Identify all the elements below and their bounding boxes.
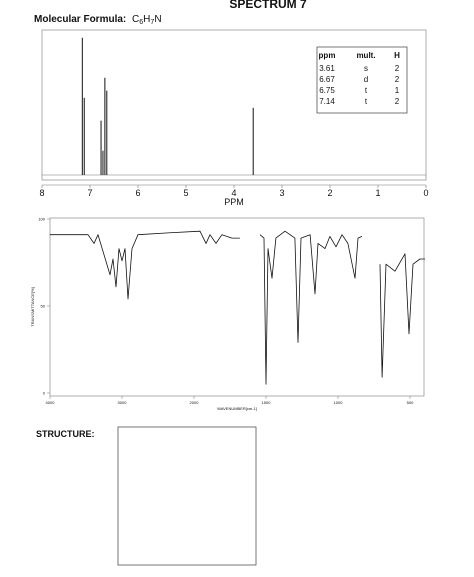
table-header: ppm: [319, 51, 336, 60]
x-axis-label: PPM: [224, 197, 244, 207]
table-cell: 1: [395, 86, 400, 95]
x-tick-label: 1: [375, 188, 380, 198]
y-tick-label: 50: [41, 304, 46, 309]
table-cell: 2: [395, 64, 400, 73]
nmr-table: [316, 46, 408, 114]
formula-label: Molecular Formula:: [34, 14, 126, 25]
table-cell: 7.14: [319, 97, 335, 106]
ir-spectrum: [50, 230, 425, 385]
table-cell: 3.61: [319, 64, 335, 73]
table-cell: 2: [395, 75, 400, 84]
page-title: SPECTRUM 7: [229, 0, 307, 11]
structure-box: [117, 426, 257, 566]
table-cell: d: [364, 75, 368, 84]
x-tick-label: 7: [87, 188, 92, 198]
formula-part: C: [132, 14, 139, 25]
x-tick-label: 2: [327, 188, 332, 198]
x-tick-label: 6: [135, 188, 140, 198]
y-tick-label: 0: [43, 391, 46, 396]
x-axis-label: WAVENUMBER[cm-1]: [217, 406, 257, 411]
x-tick-label: 3: [279, 188, 284, 198]
x-tick-label: 3000: [118, 400, 128, 405]
table-cell: 6.67: [319, 75, 335, 84]
table-cell: t: [365, 97, 368, 106]
y-tick-label: 100: [38, 217, 45, 222]
table-header: mult.: [356, 51, 375, 60]
formula-part: 7: [150, 19, 154, 26]
formula: Molecular Formula: C6H7N: [34, 14, 162, 26]
formula-part: N: [154, 14, 161, 25]
table-cell: s: [364, 64, 368, 73]
x-tick-label: 1000: [334, 400, 344, 405]
x-tick-label: 5: [183, 188, 188, 198]
x-tick-label: 4: [231, 188, 236, 198]
table-header: H: [394, 51, 400, 60]
structure-label: STRUCTURE:: [36, 429, 95, 439]
table-cell: t: [365, 86, 368, 95]
table-cell: 6.75: [319, 86, 335, 95]
nmr-frame: [41, 29, 427, 181]
ir-frame: [49, 217, 425, 397]
formula-part: H: [143, 14, 150, 25]
x-tick-label: 2000: [190, 400, 200, 405]
x-tick-label: 4000: [46, 400, 56, 405]
x-tick-label: 1500: [262, 400, 272, 405]
formula-part: 6: [139, 19, 143, 26]
y-axis-label: TRANSMITTANCE[%]: [30, 287, 35, 326]
x-tick-label: 8: [39, 188, 44, 198]
x-tick-label: 0: [423, 188, 428, 198]
table-cell: 2: [395, 97, 400, 106]
x-tick-label: 500: [407, 400, 414, 405]
